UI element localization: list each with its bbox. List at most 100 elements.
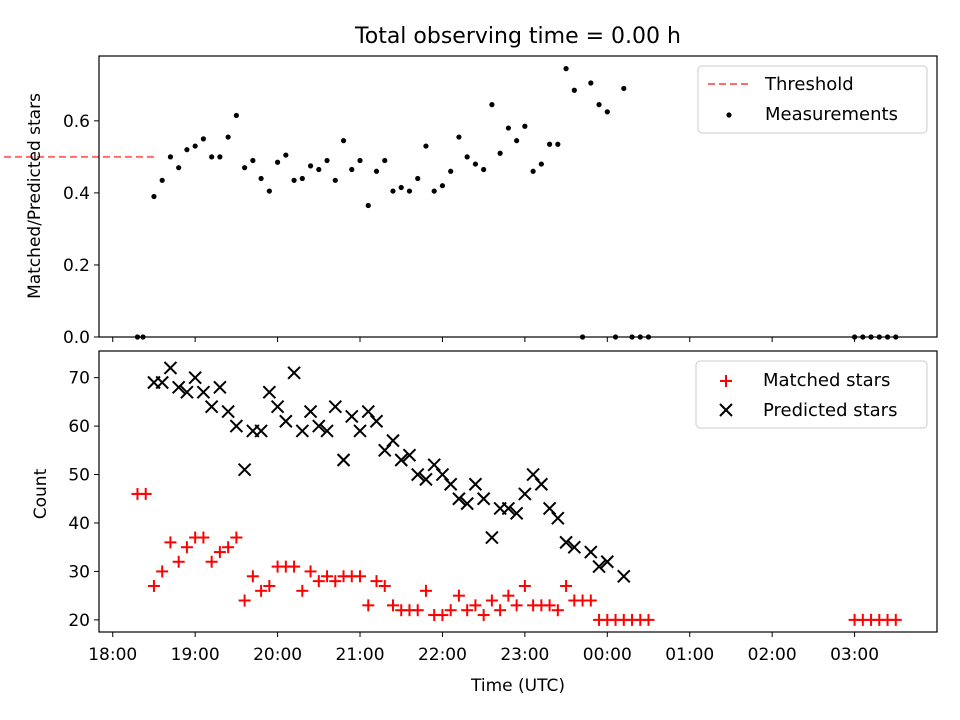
predicted-star-point [584,545,598,559]
predicted-star-point [287,366,301,380]
count-panel: 20 30 40 50 60 70 18:00 19:00 20:00 21:00 22:00 23… [31,350,938,696]
y-tick-label: 70 [68,369,90,389]
x-tick-label: 20:00 [253,645,302,665]
predicted-star-point [402,448,417,462]
measurement-point [316,166,322,173]
matched-star-point [222,541,235,554]
matched-star-point [469,599,482,612]
predicted-star-point [361,404,375,419]
measurement-point [538,161,544,167]
predicted-stars-legend-swatch [719,403,733,417]
predicted-star-point [171,380,186,395]
y-tick-label: 0.6 [63,112,90,132]
predicted-star-point [411,467,425,482]
matched-star-point [518,579,531,592]
matched-star-point [321,570,334,583]
predicted-star-point [353,424,367,438]
matched-star-point [378,579,391,592]
matched-star-point [411,604,424,617]
predicted-star-point [237,462,252,477]
measurement-point [225,134,231,140]
matched-star-point [238,594,251,607]
measurement-point [324,157,330,164]
matched-star-point [329,575,342,588]
matched-stars-legend-swatch [720,375,732,387]
y-tick-label: 30 [68,562,90,582]
measurement-point [209,154,215,160]
predicted-star-point [270,400,285,414]
measurement-point [530,168,536,174]
matched-star-point [354,570,367,583]
x-tick-label: 21:00 [336,645,385,665]
predicted-stars-legend-label: Predicted stars [763,400,897,421]
matched-star-point [147,579,160,592]
matched-star-point [494,604,507,617]
measurement-point [415,175,421,182]
matched-star-point [180,541,193,554]
chart-title: Total observing time = 0.00 h [354,24,681,49]
predicted-star-point [460,496,474,511]
predicted-star-point [443,477,458,491]
measurement-point [423,143,429,149]
predicted-star-point [567,540,582,554]
measurement-point [200,136,207,142]
measurement-point [382,157,388,164]
predicted-star-point [336,453,351,467]
measurement-point [431,188,437,194]
measurement-point [505,125,511,131]
matched-stars-legend-label: Matched stars [763,370,890,391]
measurement-point [497,150,503,156]
matched-stars-layer [131,487,902,626]
predicted-stars-layer [147,361,631,583]
x-tick-label: 22:00 [418,645,467,665]
measurement-point [481,166,487,173]
measurement-point [571,87,577,93]
predicted-star-point [468,477,483,491]
matched-star-point [485,594,498,607]
ratio-x-ticks [112,337,856,342]
measurement-point [596,102,602,108]
matched-star-point [502,589,515,602]
predicted-star-point [155,375,169,390]
predicted-star-point [509,506,524,521]
y-tick-label: 40 [68,514,90,534]
matched-star-point [246,570,259,583]
predicted-star-point [617,569,631,583]
predicted-star-point [180,385,194,399]
predicted-star-point [262,385,277,399]
measurement-point [307,163,314,169]
predicted-star-point [196,385,211,399]
measurement-point [588,80,594,86]
predicted-star-point [526,467,540,482]
predicted-star-point [303,404,318,419]
measurements-legend-swatch [726,112,732,118]
predicted-star-point [600,555,615,569]
matched-star-point [642,613,655,626]
predicted-star-point [501,501,516,516]
predicted-star-point [419,472,433,487]
x-tick-label: 00:00 [583,645,632,665]
count-legend: Matched stars Predicted stars [695,360,928,429]
predicted-star-point [435,467,450,482]
measurement-point [621,85,627,92]
ratio-y-axis-label: Matched/Predicted stars [25,93,45,299]
predicted-star-point [320,424,334,438]
matched-star-point [164,536,177,549]
matched-star-point [477,609,490,622]
y-tick-label: 50 [68,466,90,486]
predicted-star-point [369,414,384,428]
ratio-legend-box [697,65,928,134]
measurement-point [563,66,569,72]
measurement-point [151,193,157,200]
threshold-legend-label: Threshold [764,74,854,95]
measurement-point [184,147,190,153]
predicted-star-point [279,414,293,428]
matched-star-point [288,560,301,573]
y-tick-label: 60 [68,417,90,437]
measurement-point [546,141,553,147]
predicted-star-point [485,530,499,545]
measurement-point [349,166,355,173]
predicted-star-point [559,535,573,550]
predicted-star-point [542,501,557,516]
